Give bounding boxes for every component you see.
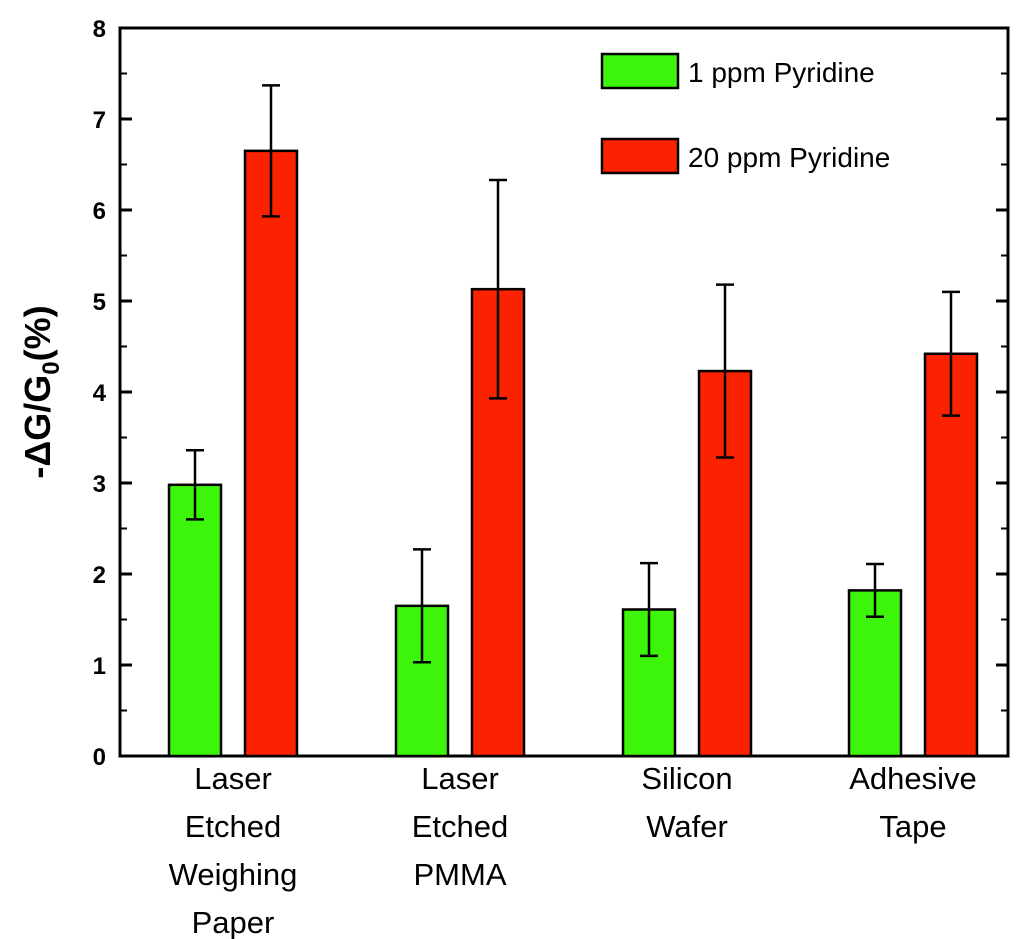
y-tick-label: 3 [93,471,106,498]
category-label: Weighing [169,857,298,892]
y-axis-title: -ΔG/G0(%) [17,305,65,478]
bar-1ppm [167,483,223,758]
y-tick-label: 5 [93,289,106,316]
category-label: Etched [412,809,509,844]
category-label: PMMA [414,857,507,892]
category-label: Laser [421,761,499,796]
legend-swatch [600,52,680,90]
y-tick-label: 2 [93,562,106,589]
y-tick-label: 1 [93,653,106,680]
bar-20ppm [923,352,979,758]
category-label: Silicon [641,761,732,796]
y-tick-label: 0 [93,744,106,771]
category-label: Adhesive [849,761,977,796]
y-tick-label: 4 [93,380,107,407]
bar-20ppm [243,149,299,758]
category-label: Laser [194,761,272,796]
y-tick-label: 7 [93,107,106,134]
category-label: Paper [192,905,275,939]
y-tick-label: 8 [93,16,106,43]
legend-label: 20 ppm Pyridine [688,142,890,173]
legend-label: 1 ppm Pyridine [688,57,875,88]
category-label: Tape [879,809,946,844]
category-label: Wafer [646,809,728,844]
legend-swatch [600,137,680,175]
category-label: Etched [185,809,282,844]
y-tick-label: 6 [93,198,106,225]
